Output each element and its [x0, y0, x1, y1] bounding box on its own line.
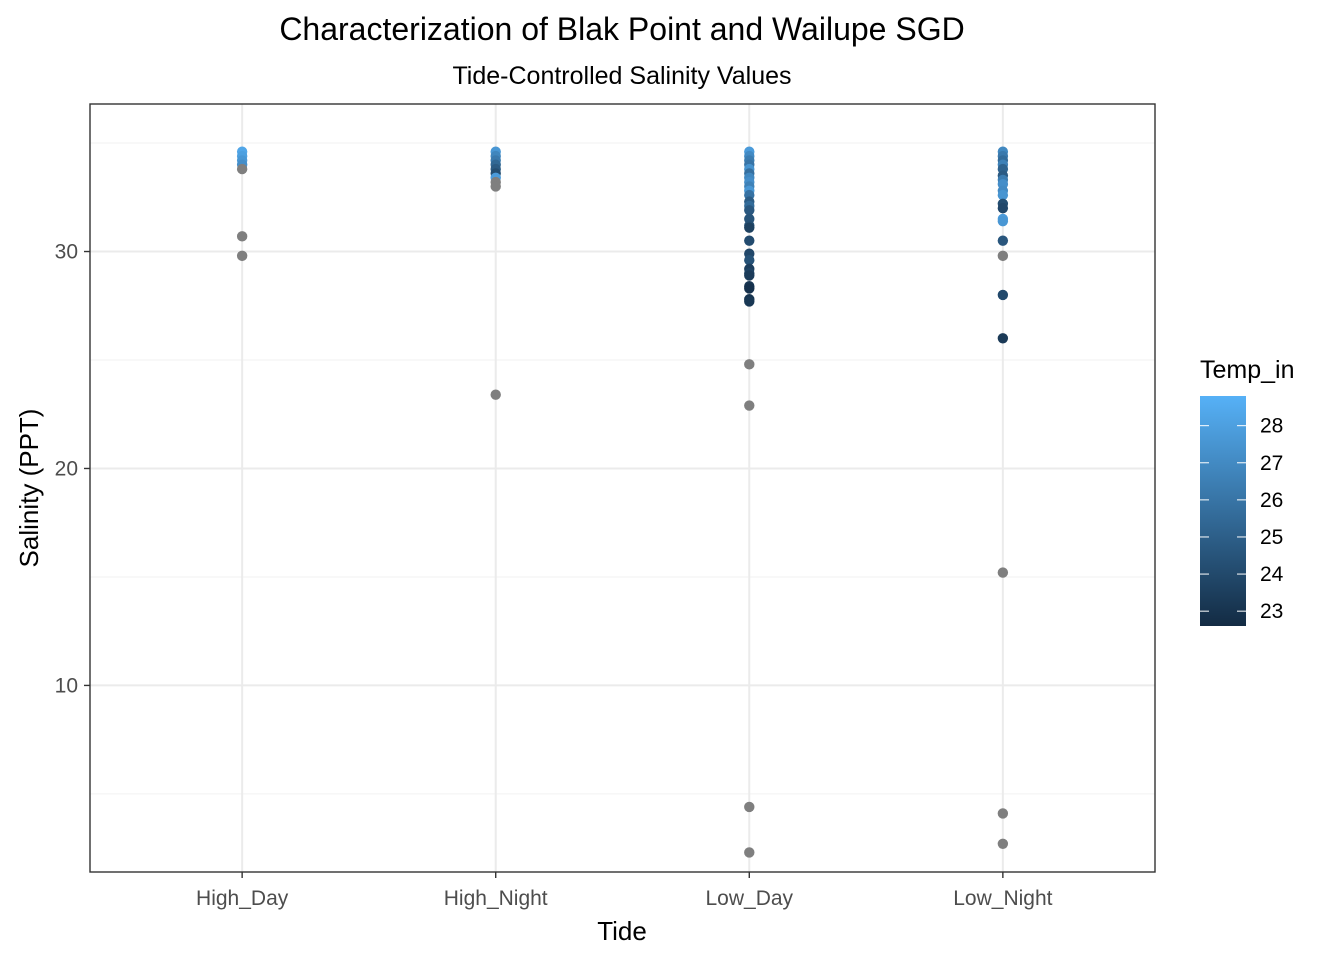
y-axis: 10 20 30: [55, 241, 90, 697]
data-points: [236, 146, 1009, 858]
data-point: [744, 296, 755, 307]
data-point: [490, 389, 501, 400]
legend-colorbar: [1200, 396, 1246, 626]
y-tick-label: 10: [55, 674, 78, 697]
legend-tick-label: 28: [1260, 415, 1283, 438]
legend-tick-label: 23: [1260, 600, 1283, 623]
data-point: [744, 205, 755, 216]
x-tick-label: Low_Day: [706, 887, 794, 910]
data-point: [997, 189, 1009, 201]
data-point: [744, 359, 755, 370]
plot-panel: [90, 104, 1155, 872]
y-axis-title: Salinity (PPT): [14, 409, 44, 568]
data-point: [744, 400, 755, 411]
data-point: [744, 847, 755, 858]
legend-tick-label: 26: [1260, 489, 1283, 512]
data-point: [236, 163, 248, 175]
data-point: [997, 838, 1009, 849]
data-point: [744, 270, 755, 281]
data-point: [744, 801, 755, 813]
data-point: [490, 181, 501, 192]
data-point: [997, 333, 1009, 344]
plot-border: [89, 103, 1156, 873]
data-point: [997, 567, 1009, 578]
chart-subtitle: Tide-Controlled Salinity Values: [452, 62, 791, 90]
y-tick-label: 20: [55, 457, 78, 480]
data-point: [744, 283, 755, 294]
data-point: [997, 289, 1009, 301]
data-point: [997, 235, 1009, 246]
legend: Temp_in 23 24 25 26 27 28: [1200, 356, 1295, 626]
data-point: [744, 235, 755, 246]
chart-title: Characterization of Blak Point and Wailu…: [279, 11, 964, 47]
x-tick-label: High_Night: [444, 887, 548, 910]
x-tick-label: High_Day: [196, 887, 289, 910]
x-tick-label: Low_Night: [953, 887, 1052, 910]
data-point: [236, 231, 248, 242]
legend-tick-label: 24: [1260, 563, 1284, 586]
grid-lines: [90, 104, 1155, 872]
y-tick-label: 30: [55, 241, 78, 264]
data-point: [997, 202, 1009, 214]
data-point: [236, 250, 248, 262]
data-point: [744, 255, 755, 266]
data-point: [744, 222, 755, 233]
legend-ticks: 23 24 25 26 27 28: [1200, 415, 1284, 623]
legend-tick-label: 27: [1260, 452, 1283, 475]
legend-title: Temp_in: [1200, 356, 1295, 384]
x-axis-title: Tide: [597, 916, 647, 946]
data-point: [997, 215, 1009, 227]
data-point: [997, 808, 1009, 819]
x-axis: High_Day High_Night Low_Day Low_Night: [196, 872, 1053, 910]
legend-tick-label: 25: [1260, 526, 1283, 549]
data-point: [997, 250, 1009, 262]
